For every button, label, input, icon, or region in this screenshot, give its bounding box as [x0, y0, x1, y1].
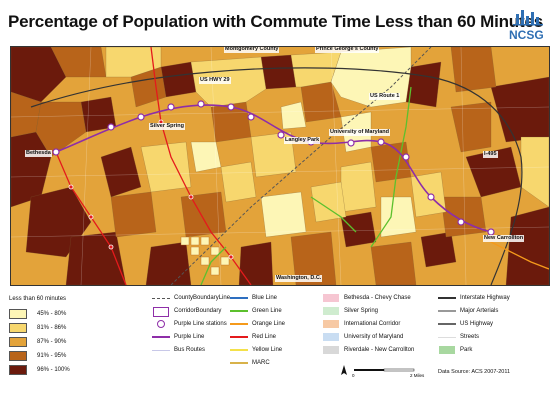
label-silverspring: Silver Spring	[149, 123, 185, 130]
legend-purple-line: Purple Line	[150, 332, 204, 342]
legend-bus-routes: Bus Routes	[150, 345, 205, 355]
legend-swatch-2	[9, 322, 27, 333]
label-i495: I-495	[483, 151, 498, 158]
legend-class-2: 81% - 86%	[9, 322, 67, 333]
label-ushwy29: US HWY 29	[199, 77, 231, 84]
north-arrow-icon	[341, 365, 347, 375]
purple-station-icon	[157, 320, 165, 328]
legend-swatch-3	[9, 336, 27, 347]
legend-purple-stations: Purple Line stations	[150, 319, 227, 329]
label-newcarrollton: New Carrollton	[483, 235, 525, 242]
map-title: Percentage of Population with Commute Ti…	[8, 12, 543, 31]
legend-streets: Streets	[436, 332, 479, 342]
legend-park: Park	[436, 345, 472, 355]
scale-label-left: 0	[352, 373, 355, 378]
legend-class-label-3: 87% - 90%	[37, 338, 67, 345]
legend-class-label-2: 81% - 86%	[37, 324, 67, 331]
legend-yellow-line: Yellow Line	[228, 345, 282, 355]
legend-red-line: Red Line	[228, 332, 276, 342]
label-bethesda: Bethesda	[25, 150, 52, 157]
legend-interstate: Interstate Highway	[436, 293, 510, 303]
choropleth-map[interactable]: Montgomery County Prince George's County…	[10, 46, 550, 286]
legend-green-line: Green Line	[228, 306, 282, 316]
legend-class-4: 91% - 95%	[9, 350, 67, 361]
legend-marc: MARC	[228, 358, 270, 368]
legend-class-1: 45% - 80%	[9, 308, 67, 319]
logo-text: NCSG	[509, 28, 544, 42]
label-universitymd: University of Maryland	[329, 129, 390, 136]
scale-bar	[341, 365, 415, 375]
legend-corridor-boundary: CorridorBoundary	[150, 306, 221, 317]
legend-swatch-1	[9, 308, 27, 319]
map-canvas	[11, 47, 549, 285]
legend-orange-line: Orange Line	[228, 319, 285, 329]
legend-major-arterials: Major Arterials	[436, 306, 498, 316]
legend-title: Less than 60 minutes	[9, 296, 67, 302]
legend-riverdale: Riverdale - New Carrollton	[320, 345, 414, 355]
legend-bethesda-chevy-chase: Bethesda - Chevy Chase	[320, 293, 411, 303]
label-langleypark: Langley Park	[284, 137, 321, 144]
legend-us-highway: US Highway	[436, 319, 493, 329]
label-usroute1: US Route 1	[369, 93, 401, 100]
scale-label-right: 2 Miles	[410, 373, 425, 378]
legend-class-label-4: 91% - 95%	[37, 352, 67, 359]
data-source: Data Source: ACS 2007-2011	[438, 369, 511, 375]
legend-international-corridor: International Corridor	[320, 319, 400, 329]
label-washingtondc: Washington, D.C.	[275, 275, 323, 282]
legend-swatch-5	[9, 364, 27, 375]
label-princegeorge: Prince George's County	[315, 46, 380, 53]
legend-class-5: 96% - 100%	[9, 364, 70, 375]
legend-class-label-5: 96% - 100%	[37, 366, 70, 373]
legend-silver-spring: Silver Spring	[320, 306, 378, 316]
ncsg-logo	[513, 10, 543, 26]
legend-county-boundary: CountyBoundaryLine	[150, 293, 230, 303]
legend-university-md: University of Maryland	[320, 332, 403, 342]
label-montgomery: Montgomery County	[224, 46, 280, 53]
legend-class-label-1: 45% - 80%	[37, 310, 67, 317]
legend-class-3: 87% - 90%	[9, 336, 67, 347]
legend-blue-line: Blue Line	[228, 293, 277, 303]
legend-swatch-4	[9, 350, 27, 361]
